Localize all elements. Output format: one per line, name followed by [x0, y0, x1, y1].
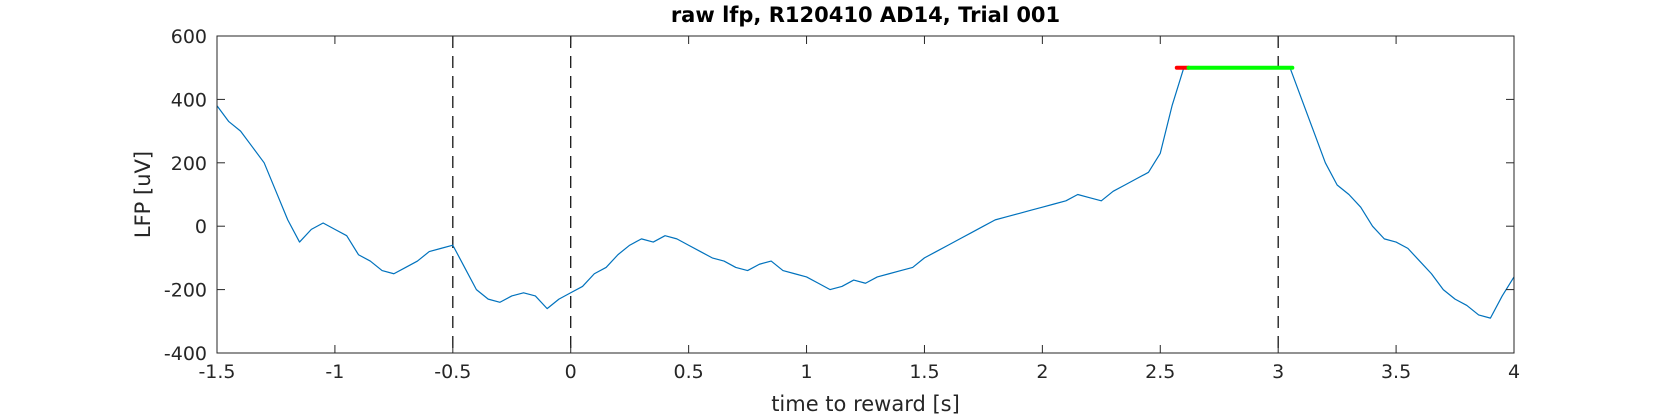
signal-series: [216, 67, 1515, 319]
y-axis-label: LFP [uV]: [131, 151, 155, 238]
y-tick-label: -400: [164, 343, 207, 365]
y-axis-ticks: -400 -200 0 200 400 600: [164, 26, 1514, 365]
x-axis-label: time to reward [s]: [771, 392, 960, 416]
series-line: [216, 67, 1515, 319]
x-tick-label: 2: [1036, 361, 1048, 383]
event-lines: [452, 36, 1279, 353]
x-tick-label: -0.5: [434, 361, 471, 383]
x-tick-label: 1: [800, 361, 812, 383]
x-tick-label: 4: [1508, 361, 1520, 383]
x-tick-label: 2.5: [1145, 361, 1175, 383]
y-tick-label: 400: [171, 89, 207, 111]
x-axis-ticks: -1.5 -1 -0.5 0 0.5 1 1.5 2 2.5 3 3.5 4: [198, 36, 1520, 383]
y-tick-label: -200: [164, 280, 207, 302]
x-tick-label: 3: [1272, 361, 1284, 383]
chart-title: raw lfp, R120410 AD14, Trial 001: [671, 3, 1060, 27]
x-tick-label: 1.5: [909, 361, 939, 383]
plot-frame: [216, 35, 1515, 354]
plot-area: [217, 36, 1514, 353]
x-tick-label: 0: [565, 361, 577, 383]
y-tick-label: 600: [171, 26, 207, 48]
y-tick-label: 0: [195, 216, 207, 238]
y-tick-label: 200: [171, 153, 207, 175]
x-tick-label: -1: [325, 361, 344, 383]
x-tick-label: -1.5: [198, 361, 235, 383]
x-tick-label: 3.5: [1381, 361, 1411, 383]
x-tick-label: 0.5: [674, 361, 704, 383]
